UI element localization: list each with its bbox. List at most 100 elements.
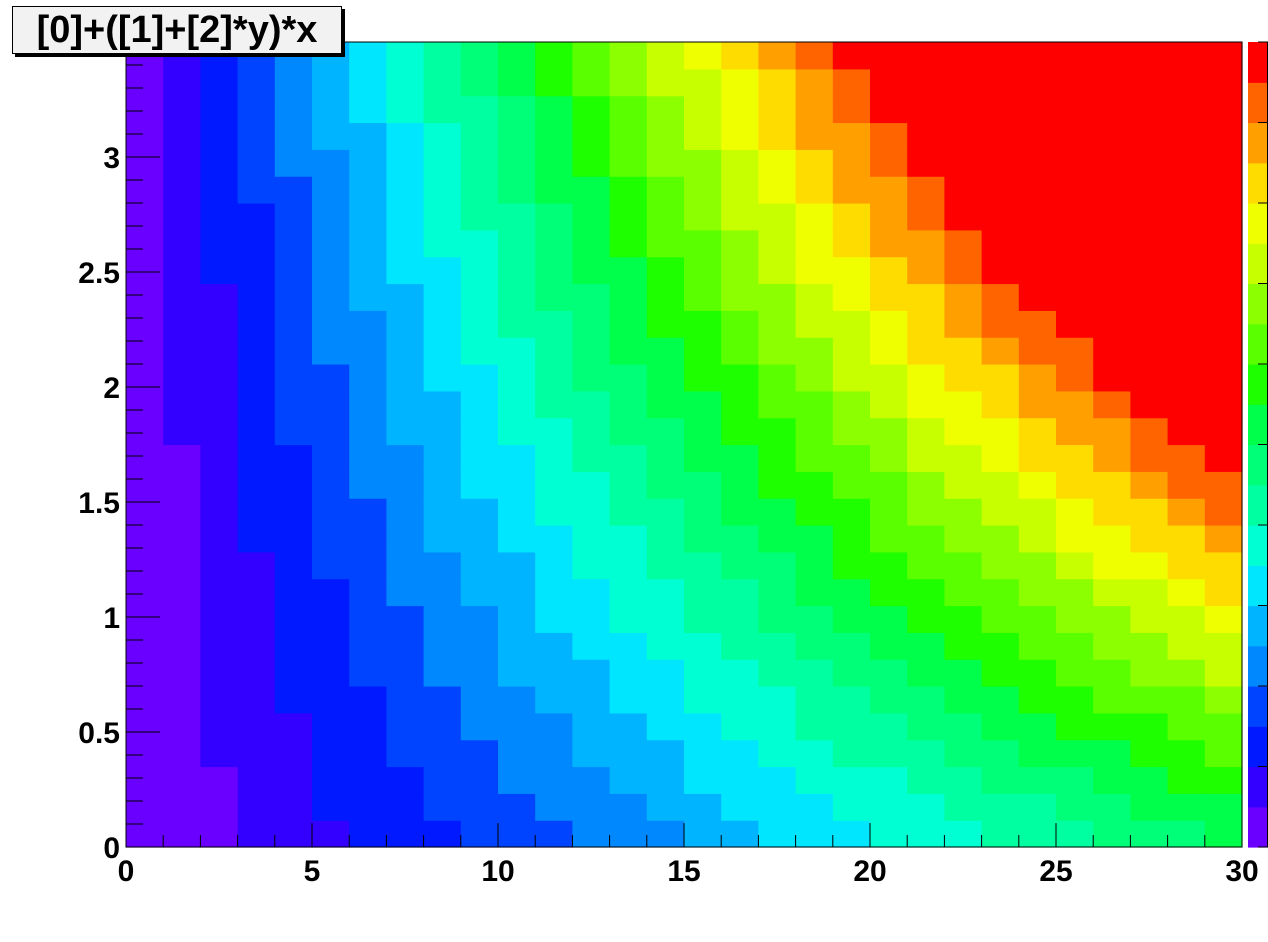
heatmap-cell <box>684 364 722 391</box>
heatmap-cell <box>312 686 350 713</box>
heatmap-cell <box>982 391 1020 418</box>
heatmap-cell <box>907 69 945 96</box>
heatmap-cell <box>1056 96 1094 123</box>
heatmap-cell <box>1130 793 1168 820</box>
heatmap-cell <box>572 364 610 391</box>
heatmap-cell <box>275 364 313 391</box>
heatmap-cell <box>907 525 945 552</box>
heatmap-cell <box>944 525 982 552</box>
heatmap-cell <box>1168 471 1206 498</box>
heatmap-cell <box>498 176 536 203</box>
heatmap-cell <box>1168 820 1206 847</box>
heatmap-cell <box>944 203 982 230</box>
heatmap-cell <box>944 552 982 579</box>
heatmap-cell <box>721 471 759 498</box>
heatmap-cell <box>870 418 908 445</box>
heatmap-cell <box>312 364 350 391</box>
heatmap-cell <box>535 793 573 820</box>
heatmap-cell <box>944 820 982 847</box>
heatmap-cell <box>535 579 573 606</box>
heatmap-cell <box>312 740 350 767</box>
heatmap-cell <box>907 96 945 123</box>
heatmap-cell <box>647 364 685 391</box>
heatmap-cell <box>200 69 238 96</box>
heatmap-cell <box>833 498 871 525</box>
heatmap-cell <box>796 310 834 337</box>
heatmap-cell <box>200 149 238 176</box>
heatmap-cell <box>982 176 1020 203</box>
heatmap-cell <box>833 793 871 820</box>
heatmap-cell <box>1168 257 1206 284</box>
y-tick-label: 0.5 <box>78 717 120 750</box>
heatmap-cell <box>126 96 164 123</box>
heatmap-cell <box>796 606 834 633</box>
heatmap-cell <box>870 740 908 767</box>
heatmap-cell <box>498 96 536 123</box>
heatmap-cell <box>498 337 536 364</box>
heatmap-cell <box>163 391 201 418</box>
heatmap-cell <box>796 767 834 794</box>
heatmap-cell <box>386 203 424 230</box>
heatmap-cell <box>1130 579 1168 606</box>
heatmap-cell <box>610 606 648 633</box>
heatmap-cell <box>1130 123 1168 150</box>
heatmap-cell <box>647 310 685 337</box>
heatmap-cell <box>982 632 1020 659</box>
heatmap-cell <box>461 606 499 633</box>
heatmap-cell <box>312 149 350 176</box>
heatmap-cell <box>275 820 313 847</box>
heatmap-cell <box>758 686 796 713</box>
palette-swatch <box>1248 445 1268 486</box>
heatmap-cell <box>1019 740 1057 767</box>
heatmap-cell <box>572 203 610 230</box>
heatmap-cell <box>275 391 313 418</box>
heatmap-cell <box>386 498 424 525</box>
heatmap-cell <box>796 364 834 391</box>
heatmap-cell <box>126 257 164 284</box>
heatmap-cell <box>758 793 796 820</box>
heatmap-cell <box>126 310 164 337</box>
heatmap-cell <box>1130 69 1168 96</box>
heatmap-cell <box>461 69 499 96</box>
heatmap-cell <box>163 364 201 391</box>
heatmap-cell <box>275 69 313 96</box>
heatmap-cell <box>1093 203 1131 230</box>
heatmap-cell <box>982 767 1020 794</box>
heatmap-cell <box>572 820 610 847</box>
heatmap-cell <box>535 713 573 740</box>
heatmap-cell <box>721 337 759 364</box>
heatmap-cell <box>647 686 685 713</box>
heatmap-cell <box>461 203 499 230</box>
heatmap-cell <box>758 96 796 123</box>
heatmap-cell <box>721 659 759 686</box>
heatmap-cell <box>1205 364 1243 391</box>
heatmap-cell <box>833 606 871 633</box>
heatmap-cell <box>907 740 945 767</box>
heatmap-cell <box>200 820 238 847</box>
heatmap-cell <box>610 632 648 659</box>
heatmap-cell <box>572 552 610 579</box>
heatmap-cell <box>796 525 834 552</box>
heatmap-cell <box>1130 310 1168 337</box>
heatmap-cell <box>349 337 387 364</box>
heatmap-cell <box>610 579 648 606</box>
heatmap-cell <box>1168 96 1206 123</box>
heatmap-cell <box>833 364 871 391</box>
heatmap-cell <box>572 230 610 257</box>
heatmap-cell <box>312 257 350 284</box>
heatmap-cell <box>1130 686 1168 713</box>
heatmap-cell <box>126 552 164 579</box>
heatmap-cell <box>907 498 945 525</box>
heatmap-cell <box>535 337 573 364</box>
heatmap-cell <box>498 123 536 150</box>
heatmap-cell <box>349 820 387 847</box>
heatmap-cell <box>907 123 945 150</box>
heatmap-cell <box>758 579 796 606</box>
heatmap-cell <box>684 820 722 847</box>
heatmap-cell <box>498 525 536 552</box>
heatmap-cell <box>944 257 982 284</box>
heatmap-cell <box>982 42 1020 69</box>
heatmap-cell <box>721 525 759 552</box>
heatmap-cell <box>647 632 685 659</box>
heatmap-cell <box>907 552 945 579</box>
